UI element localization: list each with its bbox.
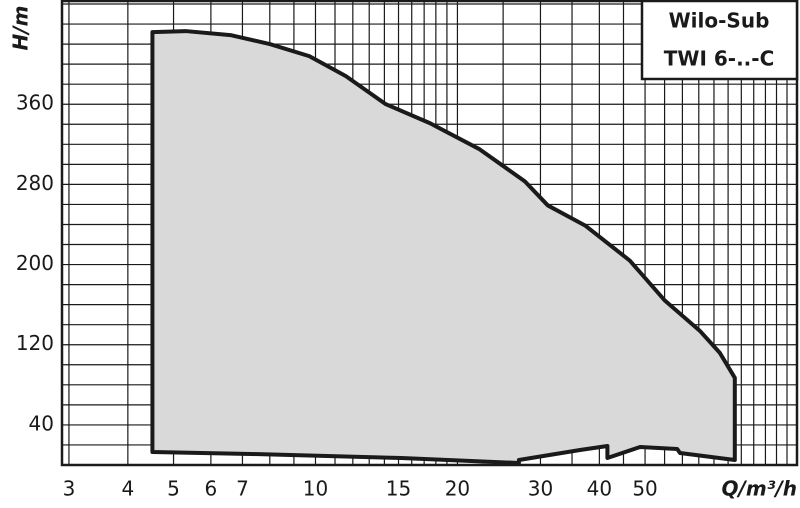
y-tick-label: 40 [29,411,54,435]
x-tick-label: 4 [121,477,134,501]
chart-title: TWI 6-..-C [664,47,775,71]
y-tick-label: 280 [16,171,54,195]
y-tick-label: 120 [16,331,54,355]
x-tick-label: 30 [528,477,553,501]
x-tick-label: 50 [632,477,657,501]
x-tick-label: 5 [167,477,180,501]
chart-title: Wilo-Sub [669,9,770,33]
x-tick-label: 7 [236,477,249,501]
x-tick-label: 6 [205,477,218,501]
y-axis-label: H/m [9,6,33,51]
x-tick-label: 10 [303,477,328,501]
x-tick-label: 15 [386,477,411,501]
operating-range-area [150,29,737,465]
x-tick-label: 40 [587,477,612,501]
x-tick-label: 3 [63,477,76,501]
x-tick-label: 20 [445,477,470,501]
y-tick-label: 360 [16,91,54,115]
x-axis-label: Q/m³/h [722,477,797,501]
y-tick-label: 200 [16,251,54,275]
title-box [640,0,799,81]
plot-frame [60,0,799,467]
